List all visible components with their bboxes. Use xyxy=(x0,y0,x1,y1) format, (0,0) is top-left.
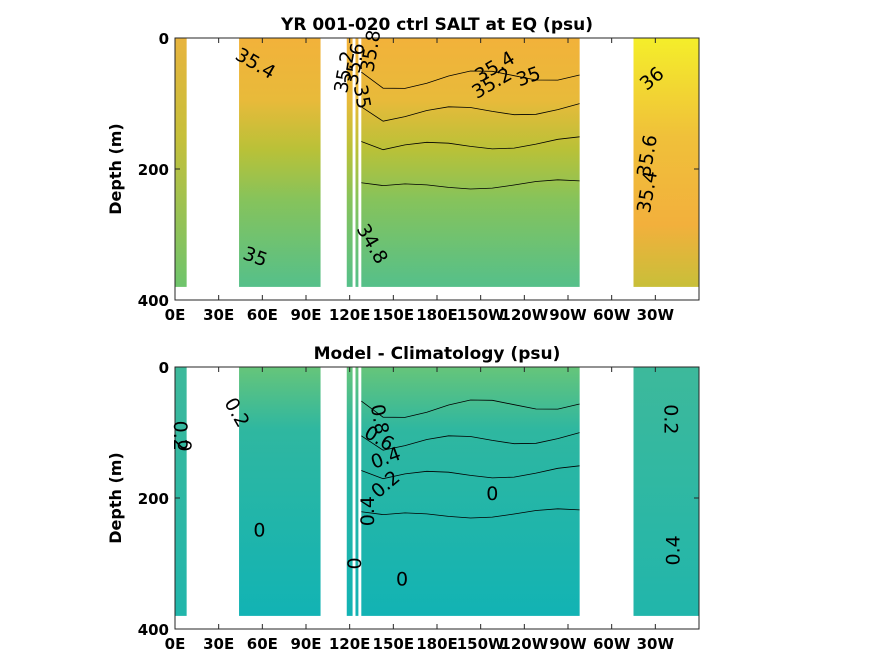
contour-label: 0.2 xyxy=(659,404,681,434)
contour-label: 0.4 xyxy=(663,535,685,565)
contour-line xyxy=(361,103,580,122)
contour-line xyxy=(361,399,580,418)
fill-region xyxy=(355,38,359,287)
y-tick-label: 0 xyxy=(159,359,169,377)
x-tick-label: 30E xyxy=(203,635,234,653)
y-axis-label: Depth (m) xyxy=(106,123,125,215)
y-axis-label: Depth (m) xyxy=(106,452,125,544)
x-tick-label: 60E xyxy=(247,306,278,324)
contour-line xyxy=(361,70,580,89)
contour-label: 0 xyxy=(344,557,366,569)
contour-label: 0.2 xyxy=(169,421,191,451)
x-tick-label: 30E xyxy=(203,306,234,324)
x-tick-label: 150E xyxy=(373,306,415,324)
contour-label: 0.8 xyxy=(366,403,393,437)
contour-label: 0 xyxy=(173,440,195,452)
contour-line xyxy=(361,465,580,480)
contour-label: 0 xyxy=(253,519,265,541)
fill-region xyxy=(355,367,359,616)
x-tick-label: 0E xyxy=(165,635,186,653)
x-tick-label: 90E xyxy=(290,306,321,324)
y-tick-label: 0 xyxy=(159,30,169,48)
x-tick-label: 150E xyxy=(373,635,415,653)
x-tick-label: 180E xyxy=(416,306,458,324)
x-tick-label: 120E xyxy=(329,635,371,653)
x-tick-label: 120W xyxy=(500,635,548,653)
x-tick-label: 60W xyxy=(593,306,631,324)
x-tick-label: 90E xyxy=(290,635,321,653)
chart-title: YR 001-020 ctrl SALT at EQ (psu) xyxy=(280,15,593,35)
contour-label: 0 xyxy=(396,568,408,590)
y-tick-label: 400 xyxy=(138,292,169,310)
fill-region xyxy=(239,367,321,616)
x-tick-label: 120W xyxy=(500,306,548,324)
contour-label: 0 xyxy=(486,483,498,505)
x-tick-label: 90W xyxy=(549,635,587,653)
contour-label: 35 xyxy=(349,83,375,111)
fill-region xyxy=(633,38,699,287)
fill-region xyxy=(361,38,580,287)
x-tick-label: 60E xyxy=(247,635,278,653)
x-tick-label: 60W xyxy=(593,635,631,653)
fill-region xyxy=(361,367,580,616)
x-tick-label: 30W xyxy=(637,635,675,653)
chart-title: Model - Climatology (psu) xyxy=(314,344,561,364)
fill-region xyxy=(175,38,187,287)
x-tick-label: 30W xyxy=(637,306,675,324)
fill-region xyxy=(346,38,353,287)
x-tick-label: 150W xyxy=(457,306,505,324)
y-tick-label: 200 xyxy=(138,161,169,179)
contour-line xyxy=(361,508,580,519)
contour-line xyxy=(361,136,580,151)
x-tick-label: 120E xyxy=(329,306,371,324)
y-tick-label: 400 xyxy=(138,621,169,639)
x-tick-label: 180E xyxy=(416,635,458,653)
x-tick-label: 0E xyxy=(165,306,186,324)
y-tick-label: 200 xyxy=(138,490,169,508)
fill-region xyxy=(633,367,699,616)
contour-line xyxy=(361,432,580,451)
x-tick-label: 90W xyxy=(549,306,587,324)
fill-region xyxy=(175,367,187,616)
x-tick-label: 150W xyxy=(457,635,505,653)
fill-region xyxy=(346,367,353,616)
contour-label: 0.4 xyxy=(357,496,379,526)
contour-line xyxy=(361,179,580,190)
fill-region xyxy=(239,38,321,287)
